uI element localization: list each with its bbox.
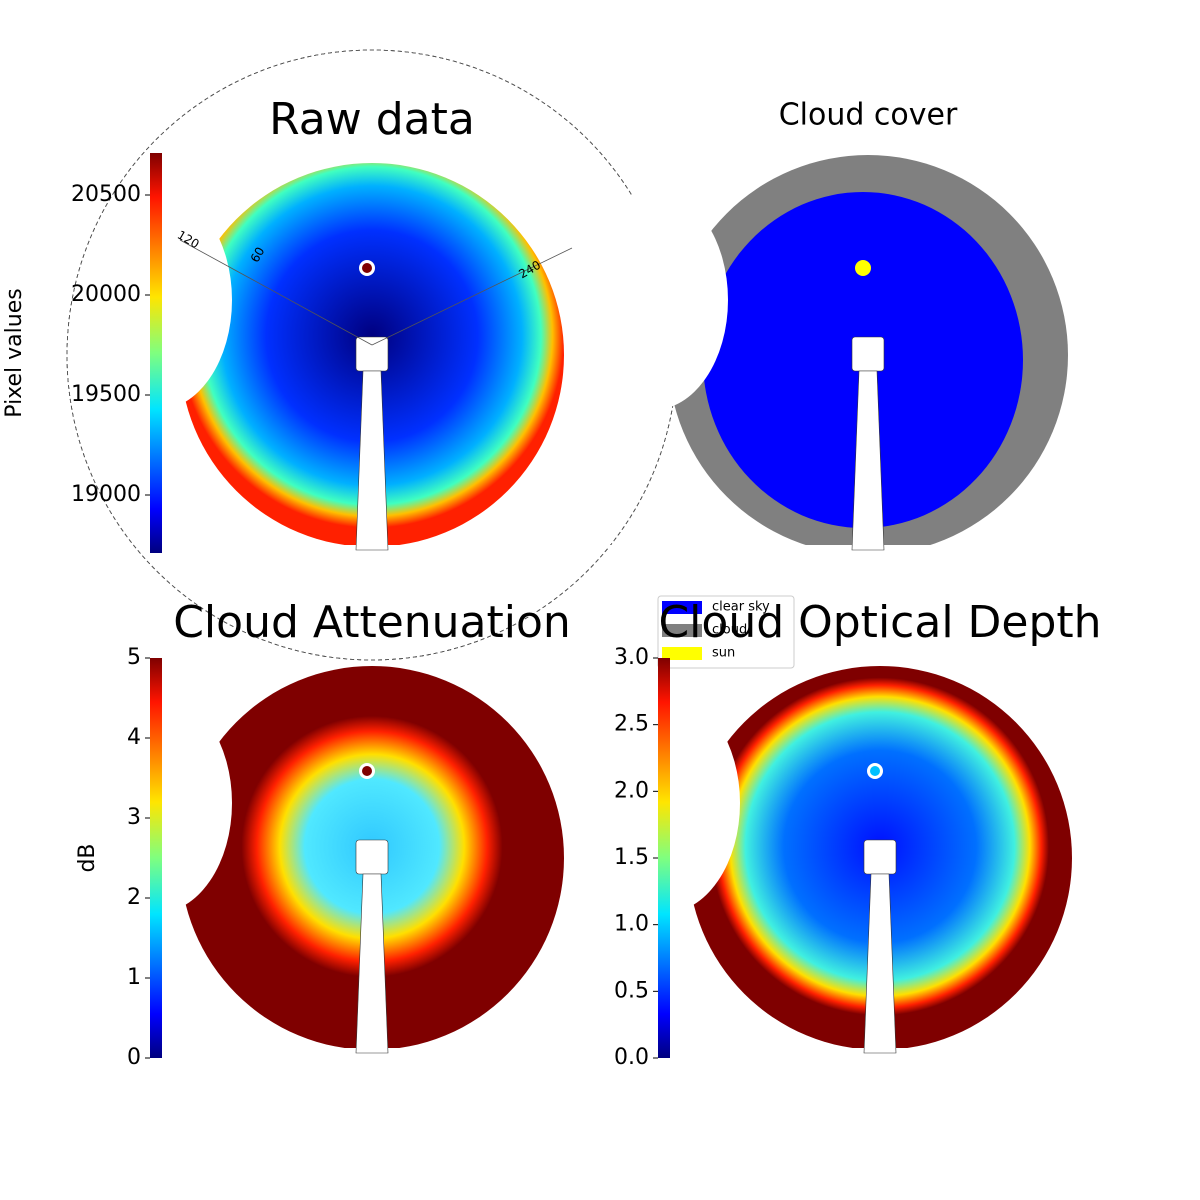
panel-title: Cloud cover [779,98,958,133]
mast [355,370,389,551]
colorbar-tick-label: 2.0 [614,778,649,803]
legend-swatch [662,601,702,614]
colorbar [150,658,162,1058]
legend: clear sky cloud sun [657,595,795,669]
colorbar-tick-label: 3 [127,805,141,830]
colorbar-tick-label: 1 [127,965,141,990]
colorbar-tick-label: 2.5 [614,712,649,737]
colorbar-label: Pixel values [2,288,27,417]
colorbar-tick-label: 5 [127,645,141,670]
colorbar [658,658,670,1058]
colorbar-tick-label: 20000 [71,282,141,307]
sun-core [362,766,372,776]
legend-swatch [662,647,702,660]
colorbar-label: dB [75,843,100,872]
colorbar-tick-label: 2 [127,885,141,910]
panel: Raw data1206024019000195002000020500Pixe… [2,49,678,661]
panel: Cloud cover [578,98,1128,585]
panel-title: Raw data [269,94,475,145]
panel: Cloud Attenuation 0 1 2 3 4 5 dB [75,597,632,1088]
colorbar-tick-label: 3.0 [614,645,649,670]
polar-label: 60 [248,245,268,265]
colorbar [150,153,162,553]
mast [851,370,885,551]
colorbar-tick-label: 19000 [71,482,141,507]
colorbar-tick-label: 0.0 [614,1045,649,1070]
panel: Cloud Optical Depth 0.0 0.5 1.0 1.5 2.0 2.5 3.0 [590,597,1140,1088]
colorbar-tick-label: 0.5 [614,978,649,1003]
sun [855,260,871,276]
legend-label: cloud [712,623,747,638]
mast [863,873,897,1054]
panel-title: Cloud Attenuation [173,597,571,648]
mast-head [851,336,885,372]
image-mask [620,1048,1140,1088]
colorbar-tick-label: 20500 [71,182,141,207]
image-mask [112,545,632,585]
image-mask [112,1048,632,1088]
colorbar-tick-label: 1.5 [614,845,649,870]
mast-head [355,336,389,372]
colorbar-tick-label: 19500 [71,382,141,407]
legend-swatch [662,624,702,637]
mast-head [355,839,389,875]
mast [355,873,389,1054]
image-mask [608,545,1128,585]
panel-title: Cloud Optical Depth [658,597,1101,648]
polar-axis [371,247,573,346]
colorbar-tick-label: 0 [127,1045,141,1070]
sun-core [362,263,372,273]
legend-label: sun [712,646,735,661]
sun-core [870,766,880,776]
polar-axis [179,239,373,346]
image-mask [578,190,728,410]
colorbar-tick-label: 1.0 [614,912,649,937]
legend-label: clear sky [712,600,770,615]
mast-head [863,839,897,875]
colorbar-tick-label: 4 [127,725,141,750]
